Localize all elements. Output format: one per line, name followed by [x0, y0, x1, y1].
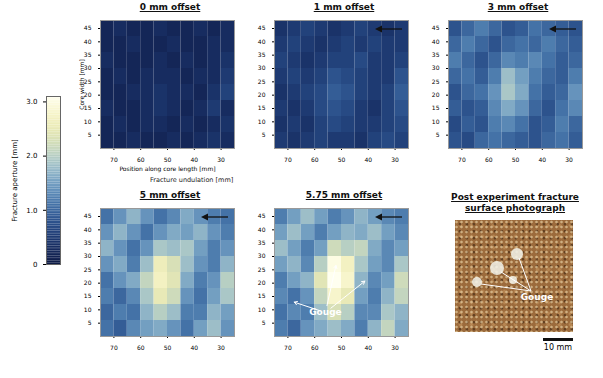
svg-text:20: 20 [84, 279, 92, 286]
html-text:10 mm: 10 mm [543, 343, 573, 352]
svg-text:10: 10 [432, 118, 440, 125]
svg-text:Gouge: Gouge [521, 292, 554, 302]
svg-text:40: 40 [190, 156, 198, 163]
svg-text:20: 20 [258, 279, 266, 286]
svg-text:60: 60 [311, 344, 319, 351]
svg-text:40: 40 [84, 226, 92, 233]
html-text:5 mm offset: 5 mm offset [139, 190, 201, 200]
svg-text:35: 35 [432, 51, 440, 58]
svg-text:30: 30 [432, 64, 440, 71]
svg-text:2.0: 2.0 [26, 152, 37, 160]
svg-text:60: 60 [485, 156, 493, 163]
svg-text:5: 5 [88, 319, 92, 326]
svg-text:Fracture aperture [mm]: Fracture aperture [mm] [11, 139, 19, 222]
svg-text:40: 40 [364, 344, 372, 351]
svg-text:5: 5 [436, 131, 440, 138]
svg-text:15: 15 [258, 292, 266, 299]
svg-text:10: 10 [258, 118, 266, 125]
svg-text:30: 30 [258, 64, 266, 71]
svg-text:30: 30 [258, 252, 266, 259]
svg-text:5: 5 [262, 319, 266, 326]
svg-text:Core width [mm]: Core width [mm] [78, 59, 85, 110]
svg-text:35: 35 [84, 239, 92, 246]
svg-text:50: 50 [338, 344, 346, 351]
svg-text:15: 15 [84, 104, 92, 111]
svg-text:25: 25 [258, 78, 266, 85]
svg-text:30: 30 [391, 344, 399, 351]
svg-text:25: 25 [84, 78, 92, 85]
svg-text:60: 60 [137, 344, 145, 351]
svg-text:3.0: 3.0 [26, 98, 37, 106]
svg-text:1.0: 1.0 [26, 207, 37, 215]
svg-text:45: 45 [84, 24, 92, 31]
svg-text:20: 20 [432, 91, 440, 98]
svg-text:40: 40 [258, 226, 266, 233]
svg-text:10: 10 [258, 306, 266, 313]
svg-text:60: 60 [311, 156, 319, 163]
svg-text:40: 40 [432, 38, 440, 45]
svg-text:Gouge: Gouge [309, 307, 342, 317]
svg-text:45: 45 [84, 212, 92, 219]
svg-text:25: 25 [432, 78, 440, 85]
svg-text:30: 30 [391, 156, 399, 163]
svg-text:10: 10 [84, 118, 92, 125]
svg-text:25: 25 [84, 266, 92, 273]
svg-text:10: 10 [84, 306, 92, 313]
svg-text:15: 15 [432, 104, 440, 111]
html-text:Post experiment fracture surfa: Post experiment fracture surface photogr… [451, 192, 579, 213]
html-text:3 mm offset: 3 mm offset [487, 2, 549, 12]
svg-text:40: 40 [190, 344, 198, 351]
svg-text:50: 50 [164, 156, 172, 163]
svg-text:50: 50 [164, 344, 172, 351]
svg-text:15: 15 [84, 292, 92, 299]
svg-text:45: 45 [432, 24, 440, 31]
svg-text:30: 30 [84, 64, 92, 71]
svg-text:25: 25 [258, 266, 266, 273]
svg-text:20: 20 [258, 91, 266, 98]
svg-text:40: 40 [364, 156, 372, 163]
svg-text:35: 35 [258, 51, 266, 58]
svg-text:40: 40 [84, 38, 92, 45]
svg-text:45: 45 [258, 24, 266, 31]
svg-text:0: 0 [33, 261, 37, 269]
svg-text:70: 70 [284, 344, 292, 351]
svg-text:30: 30 [217, 156, 225, 163]
svg-text:35: 35 [84, 51, 92, 58]
svg-text:15: 15 [258, 104, 266, 111]
svg-text:Position along core length [mm: Position along core length [mm] [119, 165, 215, 173]
html-text:Fracture undulation [mm]: Fracture undulation [mm] [150, 176, 234, 184]
html-text:1 mm offset: 1 mm offset [313, 2, 375, 12]
svg-text:50: 50 [338, 156, 346, 163]
svg-text:70: 70 [284, 156, 292, 163]
svg-text:50: 50 [512, 156, 520, 163]
svg-text:35: 35 [258, 239, 266, 246]
svg-text:70: 70 [458, 156, 466, 163]
html-text:0 mm offset: 0 mm offset [139, 2, 201, 12]
svg-text:30: 30 [565, 156, 573, 163]
svg-text:30: 30 [217, 344, 225, 351]
svg-text:60: 60 [137, 156, 145, 163]
svg-text:70: 70 [110, 344, 118, 351]
svg-text:20: 20 [84, 91, 92, 98]
svg-text:30: 30 [84, 252, 92, 259]
html-text:5.75 mm offset: 5.75 mm offset [305, 190, 383, 200]
svg-text:40: 40 [538, 156, 546, 163]
svg-text:40: 40 [258, 38, 266, 45]
svg-text:5: 5 [88, 131, 92, 138]
svg-text:5: 5 [262, 131, 266, 138]
svg-text:70: 70 [110, 156, 118, 163]
svg-text:45: 45 [258, 212, 266, 219]
